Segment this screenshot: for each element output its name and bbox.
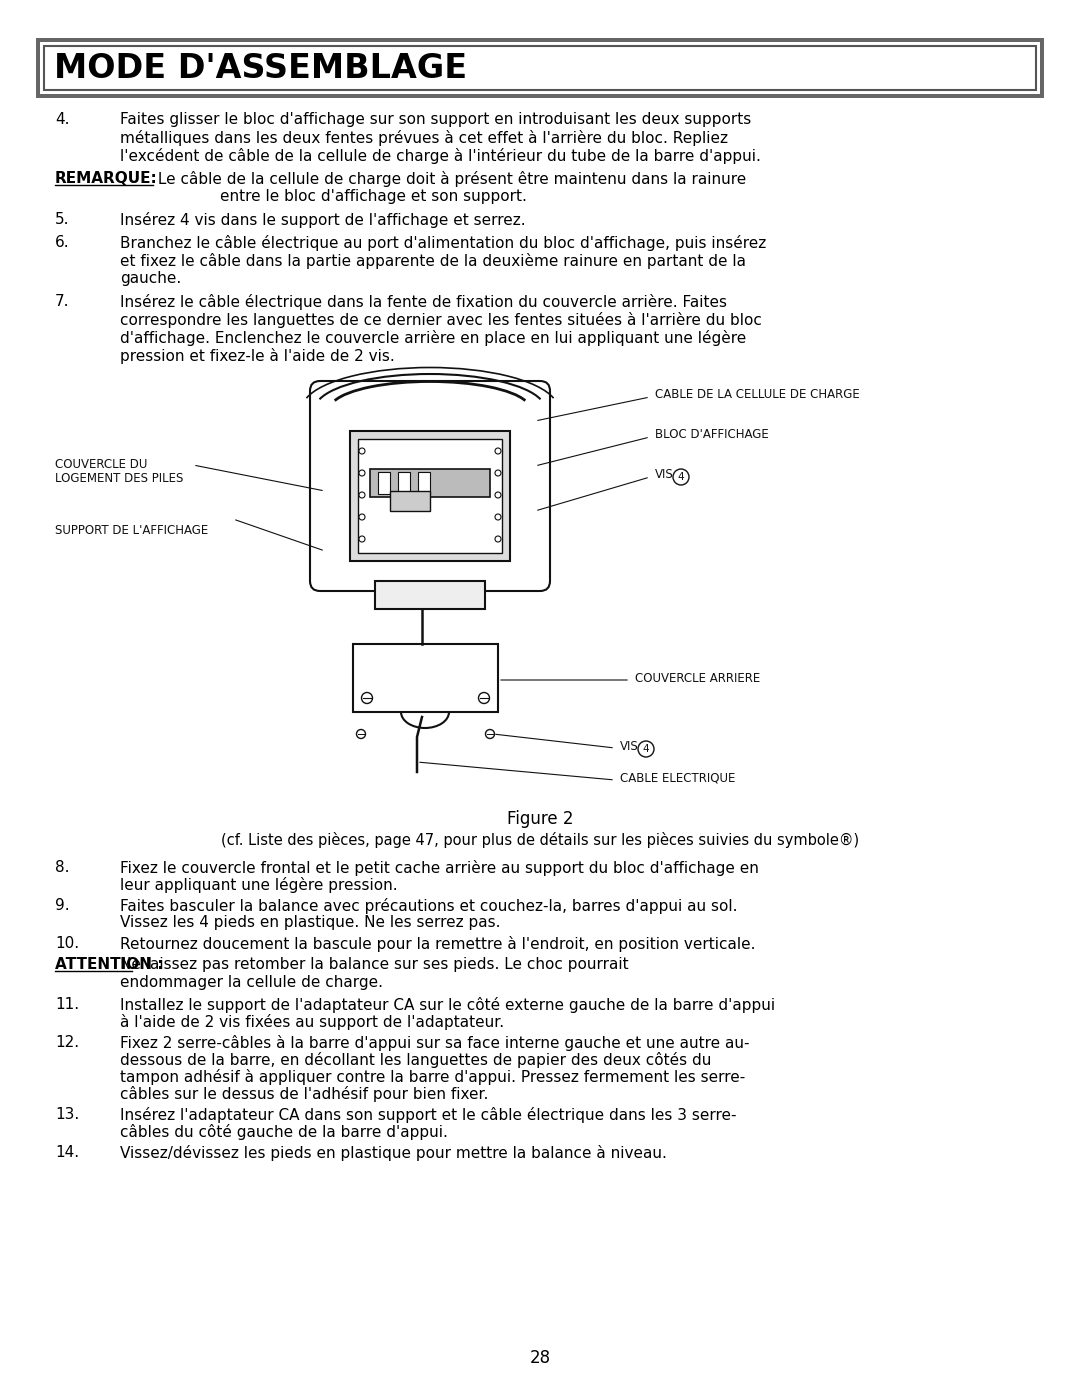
Text: 4: 4 [643,745,649,754]
Bar [378,472,390,495]
Text: Insérez l'adaptateur CA dans son support et le câble électrique dans les 3 serre: Insérez l'adaptateur CA dans son support… [120,1106,737,1123]
Text: VIS: VIS [654,468,674,481]
Text: dessous de la barre, en décollant les languettes de papier des deux côtés du: dessous de la barre, en décollant les la… [120,1052,712,1067]
Bar [353,644,498,712]
Text: SUPPORT DE L'AFFICHAGE: SUPPORT DE L'AFFICHAGE [55,524,208,536]
Circle shape [362,693,373,704]
Text: câbles du côté gauche de la barre d'appui.: câbles du côté gauche de la barre d'appu… [120,1125,448,1140]
Text: 6.: 6. [55,235,69,250]
Text: leur appliquant une légère pression.: leur appliquant une légère pression. [120,877,397,893]
Text: à l'aide de 2 vis fixées au support de l'adaptateur.: à l'aide de 2 vis fixées au support de l… [120,1014,504,1030]
Circle shape [359,448,365,454]
Circle shape [356,729,365,739]
Bar [357,439,502,553]
Text: 4.: 4. [55,112,69,127]
Text: Le câble de la cellule de charge doit à présent être maintenu dans la rainure: Le câble de la cellule de charge doit à … [153,170,746,187]
Bar [375,581,485,609]
Text: Branchez le câble électrique au port d'alimentation du bloc d'affichage, puis in: Branchez le câble électrique au port d'a… [120,235,766,251]
Text: Vissez les 4 pieds en plastique. Ne les serrez pas.: Vissez les 4 pieds en plastique. Ne les … [120,915,500,930]
Text: et fixez le câble dans la partie apparente de la deuxième rainure en partant de : et fixez le câble dans la partie apparen… [120,253,746,270]
Text: Insérez 4 vis dans le support de l'affichage et serrez.: Insérez 4 vis dans le support de l'affic… [120,212,526,228]
Text: 13.: 13. [55,1106,79,1122]
Text: Faites basculer la balance avec précautions et couchez-la, barres d'appui au sol: Faites basculer la balance avec précauti… [120,898,738,914]
Text: COUVERCLE DU: COUVERCLE DU [55,458,147,471]
Text: 14.: 14. [55,1146,79,1160]
Text: gauche.: gauche. [120,271,181,286]
Text: (cf. Liste des pièces, page 47, pour plus de détails sur les pièces suivies du s: (cf. Liste des pièces, page 47, pour plu… [221,833,859,848]
Circle shape [359,492,365,497]
Circle shape [495,448,501,454]
Text: l'excédent de câble de la cellule de charge à l'intérieur du tube de la barre d': l'excédent de câble de la cellule de cha… [120,148,761,163]
Text: Faites glisser le bloc d'affichage sur son support en introduisant les deux supp: Faites glisser le bloc d'affichage sur s… [120,112,752,127]
Text: Insérez le câble électrique dans la fente de fixation du couvercle arrière. Fait: Insérez le câble électrique dans la fent… [120,293,727,310]
Bar [370,469,490,497]
Circle shape [359,514,365,520]
Text: Retournez doucement la bascule pour la remettre à l'endroit, en position vertica: Retournez doucement la bascule pour la r… [120,936,756,951]
Text: 11.: 11. [55,997,79,1011]
Bar [390,490,430,511]
Text: 10.: 10. [55,936,79,951]
Bar [418,472,430,495]
Text: Vissez/dévissez les pieds en plastique pour mettre la balance à niveau.: Vissez/dévissez les pieds en plastique p… [120,1146,666,1161]
Circle shape [486,729,495,739]
Circle shape [495,492,501,497]
Text: métalliques dans les deux fentes prévues à cet effet à l'arrière du bloc. Replie: métalliques dans les deux fentes prévues… [120,130,728,147]
Circle shape [359,469,365,476]
Circle shape [495,536,501,542]
Text: tampon adhésif à appliquer contre la barre d'appui. Pressez fermement les serre-: tampon adhésif à appliquer contre la bar… [120,1069,745,1085]
Text: endommager la cellule de charge.: endommager la cellule de charge. [120,975,383,990]
Text: Ne laissez pas retomber la balance sur ses pieds. Le choc pourrait: Ne laissez pas retomber la balance sur s… [120,957,629,972]
Text: 9.: 9. [55,898,69,914]
FancyBboxPatch shape [40,42,1040,94]
Text: 7.: 7. [55,293,69,309]
Circle shape [673,469,689,485]
Circle shape [495,469,501,476]
Text: 28: 28 [529,1350,551,1368]
Text: Installez le support de l'adaptateur CA sur le côté externe gauche de la barre d: Installez le support de l'adaptateur CA … [120,997,775,1013]
Text: 4: 4 [677,472,685,482]
Text: CABLE DE LA CELLULE DE CHARGE: CABLE DE LA CELLULE DE CHARGE [654,387,860,401]
Text: MODE D'ASSEMBLAGE: MODE D'ASSEMBLAGE [54,52,468,84]
Text: VIS: VIS [620,739,638,753]
Bar [350,432,510,562]
Text: câbles sur le dessus de l'adhésif pour bien fixer.: câbles sur le dessus de l'adhésif pour b… [120,1085,488,1102]
Text: LOGEMENT DES PILES: LOGEMENT DES PILES [55,472,184,485]
Text: 5.: 5. [55,212,69,226]
Text: COUVERCLE ARRIERE: COUVERCLE ARRIERE [635,672,760,685]
Circle shape [495,514,501,520]
Text: 8.: 8. [55,861,69,875]
Text: ATTENTION :: ATTENTION : [55,957,163,972]
Text: 12.: 12. [55,1035,79,1051]
Text: Figure 2: Figure 2 [507,810,573,828]
Text: CABLE ELECTRIQUE: CABLE ELECTRIQUE [620,771,735,785]
Circle shape [638,740,654,757]
Text: d'affichage. Enclenchez le couvercle arrière en place en lui appliquant une légè: d'affichage. Enclenchez le couvercle arr… [120,330,746,346]
Circle shape [478,693,489,704]
FancyBboxPatch shape [310,381,550,591]
Text: correspondre les languettes de ce dernier avec les fentes situées à l'arrière du: correspondre les languettes de ce dernie… [120,312,761,328]
Text: BLOC D'AFFICHAGE: BLOC D'AFFICHAGE [654,427,769,440]
Circle shape [359,536,365,542]
Bar [399,472,410,495]
Text: entre le bloc d'affichage et son support.: entre le bloc d'affichage et son support… [220,189,527,204]
Text: REMARQUE:: REMARQUE: [55,170,158,186]
FancyBboxPatch shape [36,38,1044,98]
Text: pression et fixez-le à l'aide de 2 vis.: pression et fixez-le à l'aide de 2 vis. [120,348,395,365]
Text: Fixez 2 serre-câbles à la barre d'appui sur sa face interne gauche et une autre : Fixez 2 serre-câbles à la barre d'appui … [120,1035,750,1051]
FancyBboxPatch shape [44,46,1036,89]
Text: Fixez le couvercle frontal et le petit cache arrière au support du bloc d'affich: Fixez le couvercle frontal et le petit c… [120,861,759,876]
